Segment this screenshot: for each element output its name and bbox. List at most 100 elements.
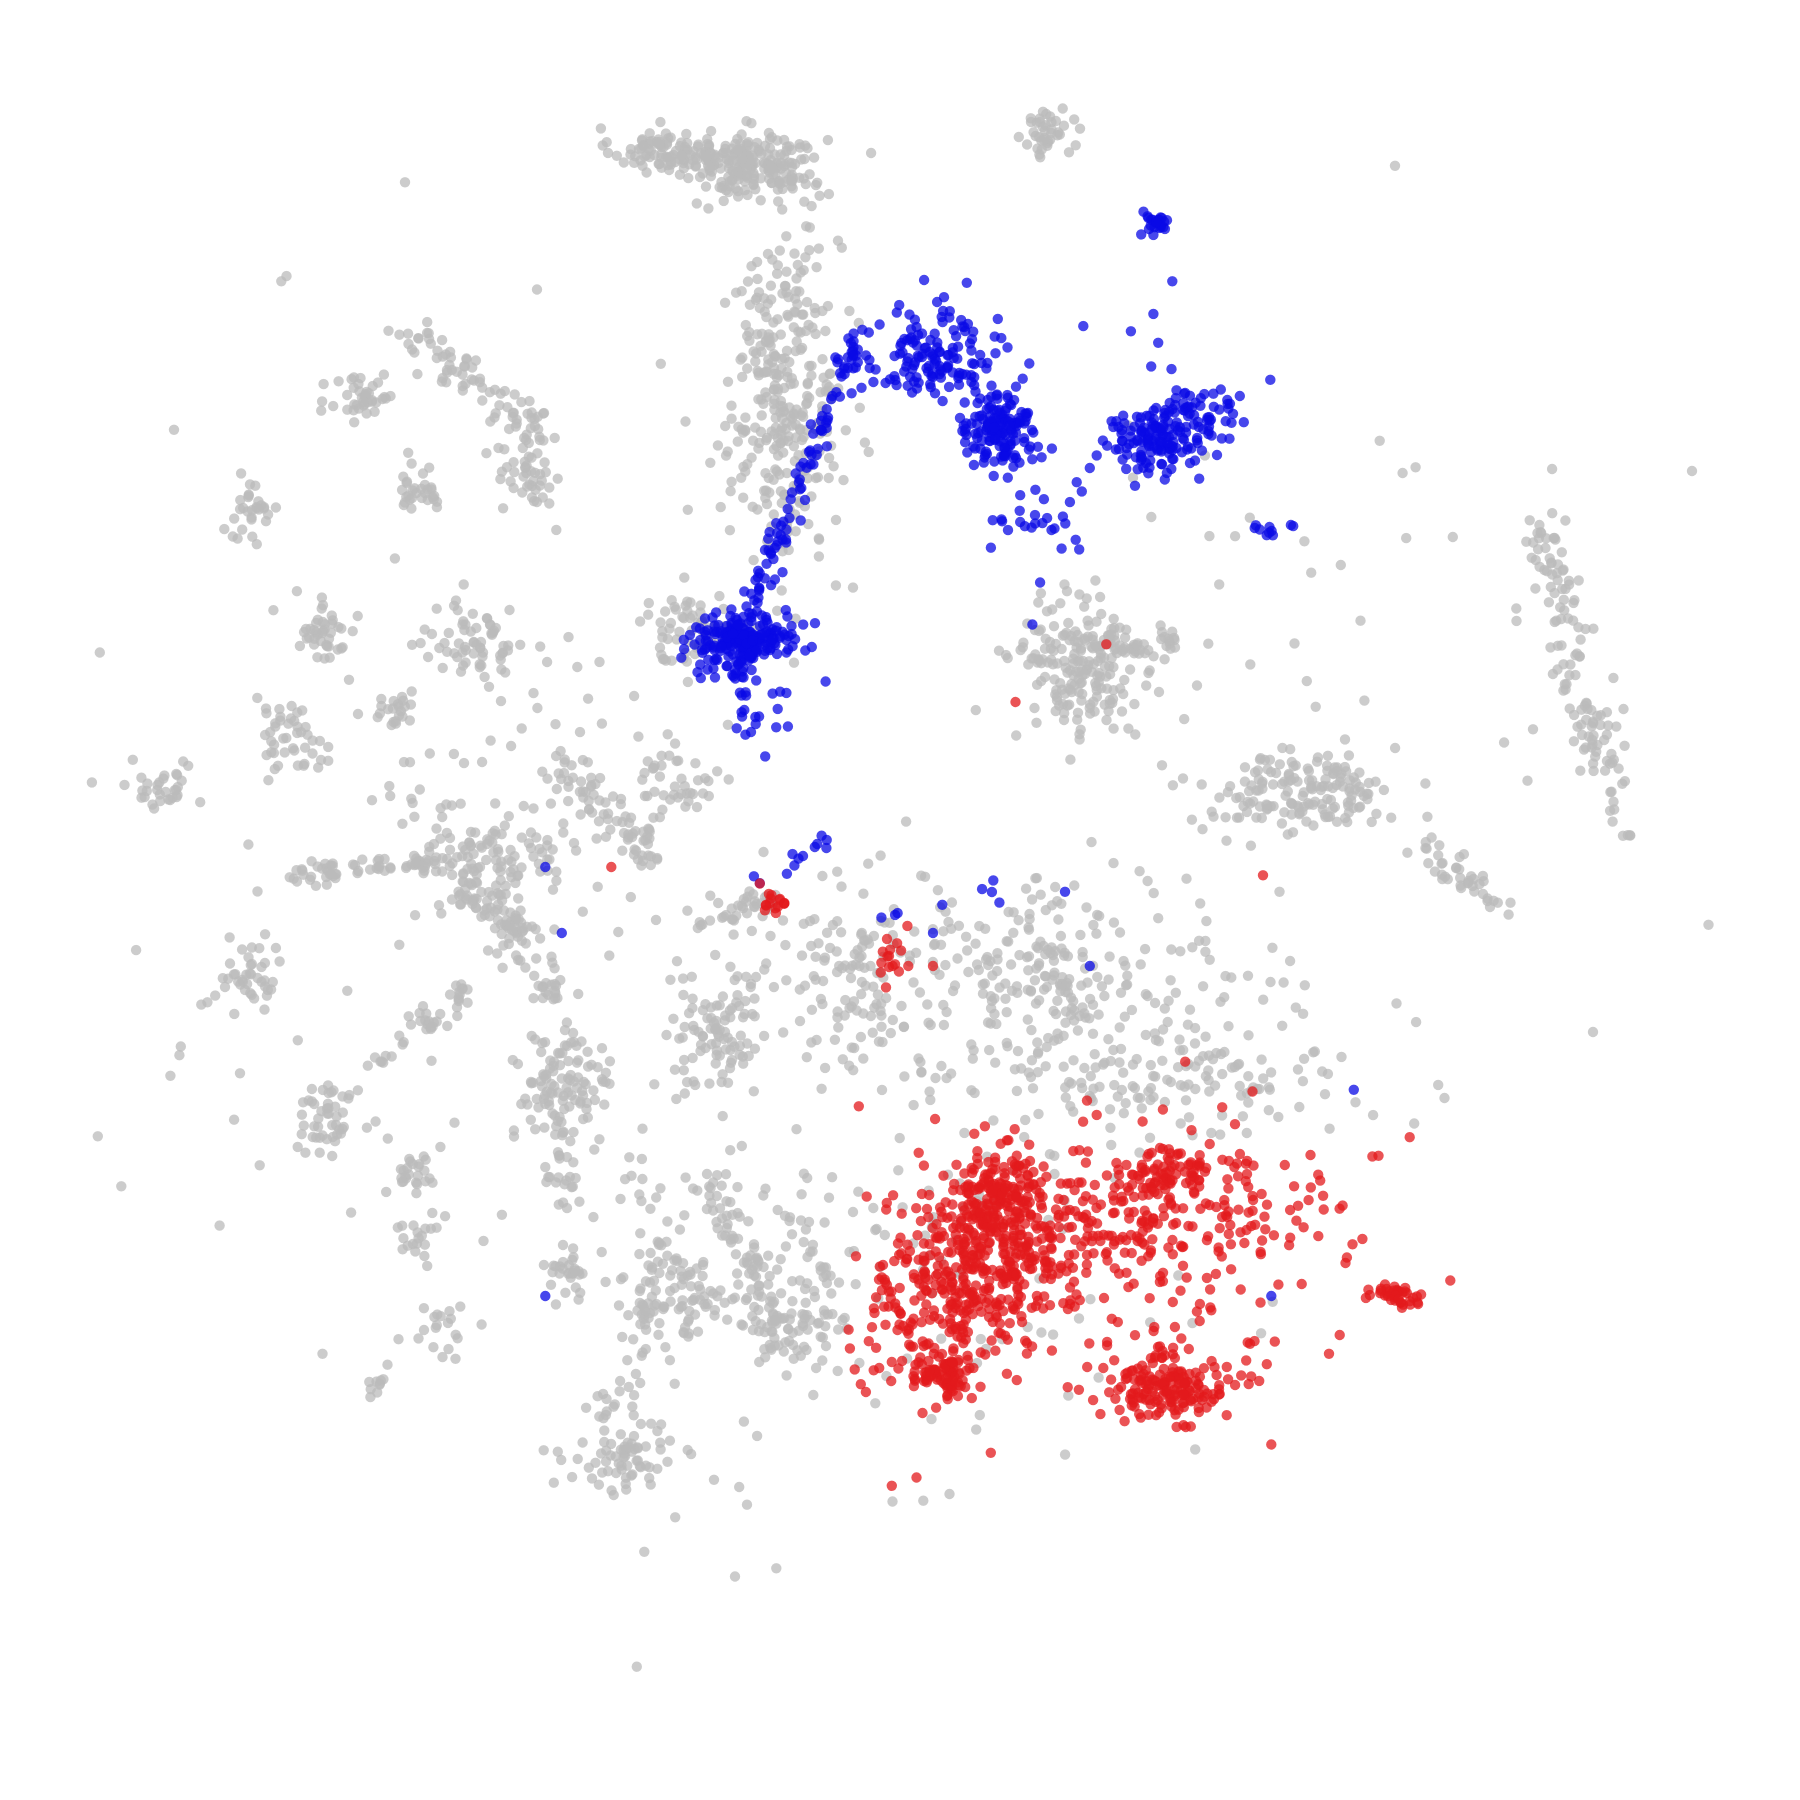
background-point <box>485 735 496 746</box>
background-point <box>924 1086 935 1097</box>
background-point <box>441 827 453 839</box>
background-point <box>323 641 334 652</box>
background-point <box>385 790 396 802</box>
background-point <box>237 524 248 535</box>
background-point <box>460 644 471 656</box>
blue-point <box>1150 217 1162 228</box>
background-point <box>818 1262 829 1273</box>
blue-point <box>954 367 965 379</box>
background-point <box>262 984 273 996</box>
background-point <box>800 1297 811 1309</box>
background-point <box>141 785 152 797</box>
background-point <box>1115 683 1126 694</box>
background-point <box>1285 797 1297 809</box>
background-point <box>1503 909 1514 920</box>
background-point <box>1035 588 1047 599</box>
background-point <box>406 639 418 650</box>
background-point <box>260 703 272 714</box>
blue-point <box>1024 358 1035 369</box>
background-point <box>1359 695 1370 706</box>
background-point <box>1301 675 1313 687</box>
background-point <box>681 128 692 140</box>
background-point <box>1031 717 1042 728</box>
background-point <box>836 881 847 892</box>
background-point <box>580 1402 592 1414</box>
background-point <box>1201 915 1212 927</box>
background-point <box>1122 970 1133 981</box>
blue-point <box>1034 577 1046 588</box>
background-point <box>366 795 378 806</box>
blue-point <box>1030 484 1041 495</box>
background-point <box>444 359 455 371</box>
background-point <box>704 1190 715 1201</box>
background-point <box>322 1098 334 1110</box>
background-point <box>520 434 532 446</box>
background-point <box>768 981 780 993</box>
background-point <box>523 451 534 462</box>
background-point <box>499 820 510 831</box>
background-point <box>697 1030 708 1042</box>
background-point <box>315 754 327 766</box>
background-point <box>557 1197 569 1208</box>
background-point <box>365 1384 376 1395</box>
background-point <box>658 1301 669 1312</box>
blue-point <box>812 838 823 850</box>
background-point <box>837 1054 848 1065</box>
blue-point <box>1166 363 1177 375</box>
background-point <box>1001 1007 1012 1018</box>
background-point <box>443 627 454 639</box>
background-point <box>1011 730 1022 741</box>
background-point <box>691 801 703 813</box>
background-point <box>662 1250 673 1261</box>
background-point <box>481 854 492 866</box>
background-point <box>1245 659 1256 670</box>
background-point <box>740 319 751 331</box>
background-point <box>731 1268 743 1279</box>
background-point <box>1050 115 1062 127</box>
background-point <box>1552 640 1564 651</box>
background-point <box>588 1085 599 1096</box>
background-point <box>1141 680 1152 691</box>
background-point <box>848 1065 859 1076</box>
background-point <box>474 373 486 384</box>
background-point <box>703 203 714 214</box>
background-point <box>531 832 542 843</box>
blue-point <box>1234 390 1246 402</box>
blue-point <box>1007 428 1019 439</box>
background-point <box>642 756 653 767</box>
background-point <box>1190 1444 1201 1455</box>
background-point <box>1319 1089 1331 1100</box>
background-point <box>343 674 355 685</box>
background-point <box>442 1020 453 1032</box>
background-point <box>551 524 562 536</box>
background-point <box>398 756 410 768</box>
background-point <box>424 748 435 759</box>
background-point <box>228 1114 240 1125</box>
background-point <box>637 1123 648 1134</box>
background-point <box>1060 1082 1071 1093</box>
background-point <box>385 863 396 874</box>
background-point <box>1439 1092 1450 1104</box>
background-point <box>1118 1108 1130 1119</box>
background-point <box>790 286 802 297</box>
blue-point <box>740 687 751 698</box>
background-point <box>1159 654 1170 665</box>
background-point <box>925 1019 936 1031</box>
background-point <box>495 695 507 707</box>
background-point <box>825 368 836 379</box>
background-point <box>307 748 318 759</box>
background-point <box>1077 655 1089 667</box>
background-point <box>232 533 243 544</box>
background-point <box>918 1495 929 1506</box>
background-point <box>165 794 176 806</box>
blue-point <box>843 333 854 344</box>
background-point <box>1074 734 1085 745</box>
background-point <box>292 1035 303 1046</box>
background-point <box>495 889 506 900</box>
blue-point <box>987 515 998 526</box>
background-point <box>1101 714 1112 726</box>
background-point <box>550 1299 562 1310</box>
background-point <box>699 773 711 784</box>
background-point <box>1079 1062 1090 1074</box>
background-point <box>428 1342 439 1353</box>
